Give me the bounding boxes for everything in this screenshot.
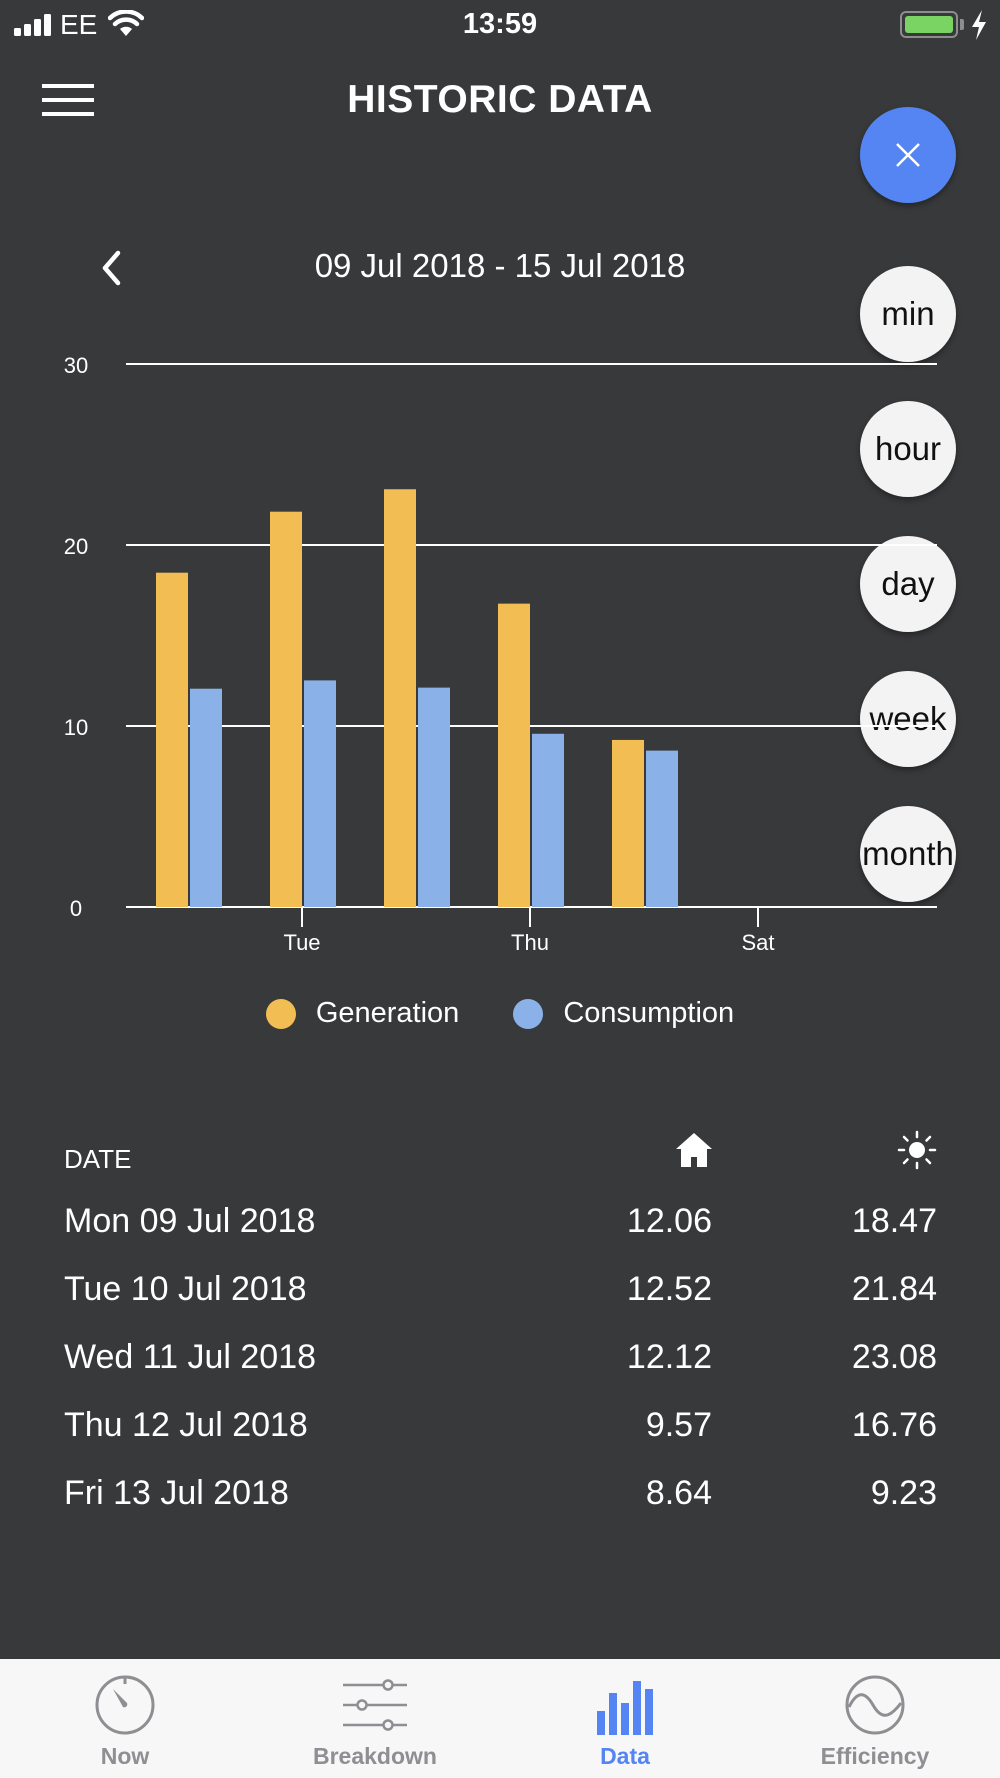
x-tick-label: Thu (511, 930, 549, 955)
data-table: DATE Mon 09 Jul 2018 12.06 18.47 Tue 10 … (64, 1130, 937, 1532)
table-row[interactable]: Mon 09 Jul 2018 12.06 18.47 (64, 1192, 937, 1260)
row-generation: 16.76 (851, 1406, 937, 1444)
sun-icon (897, 1130, 937, 1170)
tab-efficiency[interactable]: Efficiency (750, 1659, 1000, 1778)
legend-dot-generation (265, 998, 296, 1029)
bar-consumption (418, 687, 450, 907)
charging-icon (972, 10, 986, 40)
period-day-button[interactable]: day (860, 536, 956, 632)
tab-efficiency-label: Efficiency (820, 1743, 930, 1769)
bar-consumption (532, 733, 564, 907)
period-week-button[interactable]: week (860, 671, 956, 767)
signal-icon (14, 14, 51, 36)
row-generation: 9.23 (870, 1474, 937, 1512)
tab-bar: Now Breakdown Data Efficie (0, 1659, 1000, 1778)
battery-tip (960, 19, 964, 30)
home-icon (676, 1133, 712, 1167)
bar-generation (384, 489, 416, 907)
bar-generation (270, 511, 302, 907)
tab-breakdown-label: Breakdown (313, 1743, 437, 1769)
close-icon (896, 143, 920, 167)
table-header: DATE (64, 1130, 937, 1192)
period-month-button[interactable]: month (860, 806, 956, 902)
bar-consumption (190, 688, 222, 907)
wifi-icon (108, 10, 144, 36)
period-hour-button[interactable]: hour (860, 401, 956, 497)
date-range-label: 09 Jul 2018 - 15 Jul 2018 (314, 247, 686, 284)
close-period-menu-button[interactable] (860, 107, 956, 203)
chevron-left-icon[interactable] (96, 248, 128, 288)
table-row[interactable]: Tue 10 Jul 2018 12.52 21.84 (64, 1260, 937, 1328)
row-date: Fri 13 Jul 2018 (64, 1474, 289, 1512)
row-date: Thu 12 Jul 2018 (64, 1406, 308, 1444)
bar-chart: 0 10 20 30 Tue Thu Sat (64, 353, 937, 955)
bar-generation (498, 603, 530, 907)
menu-icon[interactable] (42, 84, 94, 116)
bar-chart-icon (597, 1681, 653, 1735)
table-row[interactable]: Wed 11 Jul 2018 12.12 23.08 (64, 1328, 937, 1396)
row-generation: 23.08 (851, 1338, 937, 1376)
row-consumption: 9.57 (645, 1406, 712, 1444)
row-generation: 21.84 (851, 1270, 937, 1308)
row-consumption: 8.64 (645, 1474, 712, 1512)
y-tick-label: 30 (64, 353, 88, 378)
row-date: Wed 11 Jul 2018 (64, 1338, 317, 1376)
table-row[interactable]: Thu 12 Jul 2018 9.57 16.76 (64, 1396, 937, 1464)
legend-label-generation: Generation (315, 997, 460, 1029)
tab-now-label: Now (100, 1743, 150, 1769)
y-tick-label: 20 (64, 534, 88, 559)
chart-legend: Generation Consumption (0, 997, 1000, 1030)
legend-dot-consumption (513, 998, 544, 1029)
bar-consumption (304, 680, 336, 907)
battery-icon (900, 11, 958, 38)
sliders-icon (343, 1679, 407, 1731)
tab-breakdown[interactable]: Breakdown (250, 1659, 500, 1778)
wave-circle-icon (845, 1675, 905, 1735)
table-row[interactable]: Fri 13 Jul 2018 8.64 9.23 (64, 1464, 937, 1532)
row-consumption: 12.12 (626, 1338, 712, 1376)
bar-generation (156, 572, 188, 907)
period-min-button[interactable]: min (860, 266, 956, 362)
bar-consumption (646, 750, 678, 907)
y-tick-label: 10 (64, 715, 88, 740)
tab-data[interactable]: Data (500, 1659, 750, 1778)
legend-label-consumption: Consumption (563, 997, 735, 1029)
row-generation: 18.47 (851, 1202, 937, 1240)
row-consumption: 12.52 (626, 1270, 712, 1308)
gauge-icon (95, 1675, 155, 1735)
row-date: Mon 09 Jul 2018 (64, 1202, 316, 1240)
tab-data-label: Data (600, 1743, 650, 1769)
legend-item-generation: Generation (265, 997, 460, 1030)
column-header-date: DATE (64, 1144, 132, 1174)
status-bar: EE 13:59 (0, 0, 1000, 50)
row-consumption: 12.06 (626, 1202, 712, 1240)
x-tick-label: Sat (741, 930, 774, 955)
carrier-name: EE (60, 9, 98, 40)
tab-now[interactable]: Now (0, 1659, 250, 1778)
legend-item-consumption: Consumption (513, 997, 734, 1030)
bar-generation (612, 739, 644, 907)
status-time: 13:59 (462, 8, 538, 40)
x-tick-label: Tue (283, 930, 320, 955)
row-date: Tue 10 Jul 2018 (64, 1270, 307, 1308)
y-tick-label: 0 (70, 896, 82, 921)
page-title: HISTORIC DATA (347, 78, 653, 121)
